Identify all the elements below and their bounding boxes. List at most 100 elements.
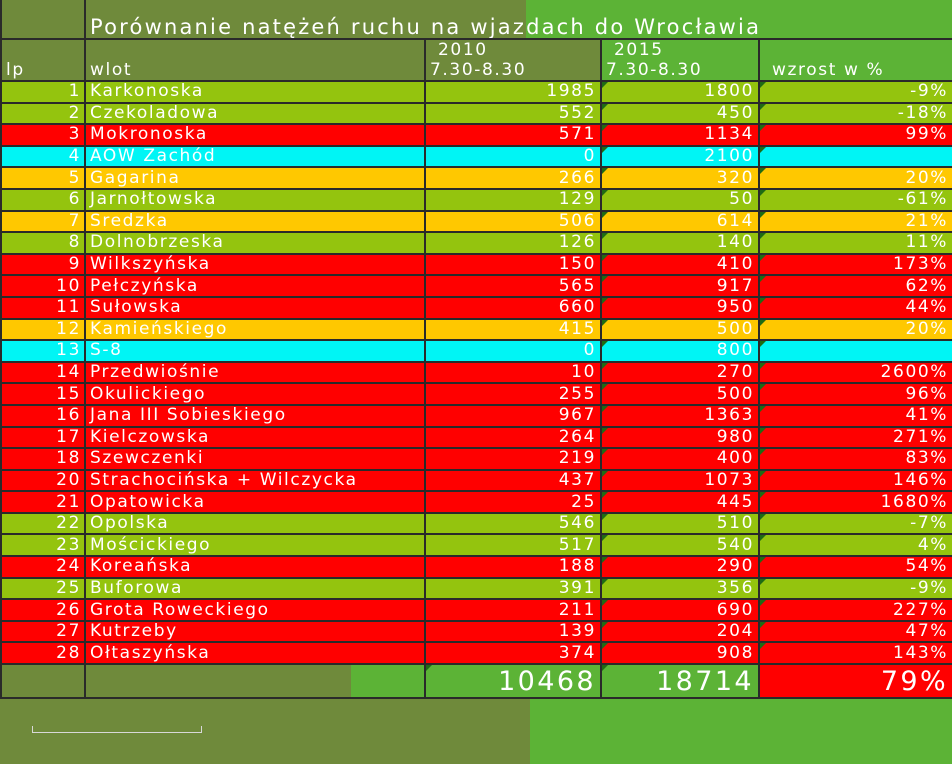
- row-lp[interactable]: 6: [0, 187, 86, 212]
- row-2015[interactable]: 950: [600, 295, 760, 320]
- row-2010[interactable]: 126: [424, 231, 602, 255]
- row-wlot[interactable]: Opatowicka: [84, 490, 426, 514]
- row-2015[interactable]: 2100: [600, 144, 760, 169]
- row-2010[interactable]: 374: [424, 641, 602, 666]
- row-2015[interactable]: 540: [600, 533, 760, 558]
- row-growth[interactable]: 96%: [757, 382, 952, 406]
- row-lp[interactable]: 22: [0, 511, 86, 536]
- row-growth[interactable]: 173%: [757, 252, 952, 277]
- row-growth[interactable]: 146%: [757, 468, 952, 493]
- row-lp[interactable]: 26: [0, 598, 86, 622]
- row-growth[interactable]: 54%: [757, 555, 952, 579]
- row-2015[interactable]: 510: [600, 511, 760, 536]
- row-2015[interactable]: 614: [600, 209, 760, 234]
- row-growth[interactable]: 41%: [757, 403, 952, 428]
- row-wlot[interactable]: AOW Zachód: [84, 144, 426, 169]
- row-growth[interactable]: -9%: [757, 80, 952, 104]
- row-lp[interactable]: 14: [0, 360, 86, 385]
- row-wlot[interactable]: Gagarina: [84, 166, 426, 190]
- row-wlot[interactable]: Dolnobrzeska: [84, 231, 426, 255]
- row-2015[interactable]: 270: [600, 360, 760, 385]
- row-growth[interactable]: 83%: [757, 447, 952, 471]
- row-lp[interactable]: 20: [0, 468, 86, 493]
- row-2010[interactable]: 150: [424, 252, 602, 277]
- row-growth[interactable]: 47%: [757, 619, 952, 644]
- row-lp[interactable]: 9: [0, 252, 86, 277]
- row-2010[interactable]: 266: [424, 166, 602, 190]
- row-2010[interactable]: 660: [424, 295, 602, 320]
- row-lp[interactable]: 27: [0, 619, 86, 644]
- row-wlot[interactable]: Jana III Sobieskiego: [84, 403, 426, 428]
- row-2010[interactable]: 437: [424, 468, 602, 493]
- row-2010[interactable]: 264: [424, 425, 602, 450]
- total-growth[interactable]: 79%: [757, 663, 952, 700]
- row-lp[interactable]: 11: [0, 295, 86, 320]
- row-2015[interactable]: 500: [600, 382, 760, 406]
- totals-blank-wlot[interactable]: [84, 663, 426, 700]
- row-wlot[interactable]: S-8: [84, 339, 426, 363]
- row-wlot[interactable]: Pełczyńska: [84, 274, 426, 298]
- row-wlot[interactable]: Ołtaszyńska: [84, 641, 426, 666]
- row-2015[interactable]: 356: [600, 576, 760, 601]
- header-2010[interactable]: 2010 7.30-8.30: [424, 38, 602, 82]
- row-growth[interactable]: 2600%: [757, 360, 952, 385]
- row-growth[interactable]: 20%: [757, 166, 952, 190]
- row-2015[interactable]: 140: [600, 231, 760, 255]
- row-growth[interactable]: [757, 144, 952, 169]
- row-2015[interactable]: 204: [600, 619, 760, 644]
- row-wlot[interactable]: Okulickiego: [84, 382, 426, 406]
- corner-cell[interactable]: [0, 0, 86, 40]
- row-growth[interactable]: 11%: [757, 231, 952, 255]
- row-growth[interactable]: 99%: [757, 123, 952, 147]
- row-wlot[interactable]: Mokronoska: [84, 123, 426, 147]
- row-2010[interactable]: 10: [424, 360, 602, 385]
- row-wlot[interactable]: Kutrzeby: [84, 619, 426, 644]
- row-growth[interactable]: 20%: [757, 317, 952, 342]
- row-2015[interactable]: 450: [600, 101, 760, 126]
- row-wlot[interactable]: Grota Roweckiego: [84, 598, 426, 622]
- row-lp[interactable]: 7: [0, 209, 86, 234]
- row-wlot[interactable]: Mościckiego: [84, 533, 426, 558]
- row-wlot[interactable]: Szewczenki: [84, 447, 426, 471]
- row-2010[interactable]: 391: [424, 576, 602, 601]
- row-lp[interactable]: 13: [0, 339, 86, 363]
- row-wlot[interactable]: Jarnołtowska: [84, 187, 426, 212]
- row-growth[interactable]: 44%: [757, 295, 952, 320]
- row-2015[interactable]: 690: [600, 598, 760, 622]
- row-2010[interactable]: 552: [424, 101, 602, 126]
- row-wlot[interactable]: Buforowa: [84, 576, 426, 601]
- row-growth[interactable]: 21%: [757, 209, 952, 234]
- row-2010[interactable]: 571: [424, 123, 602, 147]
- row-2010[interactable]: 188: [424, 555, 602, 579]
- row-2015[interactable]: 800: [600, 339, 760, 363]
- row-growth[interactable]: [757, 339, 952, 363]
- row-2010[interactable]: 546: [424, 511, 602, 536]
- row-2010[interactable]: 139: [424, 619, 602, 644]
- header-wlot[interactable]: wlot: [84, 38, 426, 82]
- row-wlot[interactable]: Wilkszyńska: [84, 252, 426, 277]
- row-2015[interactable]: 290: [600, 555, 760, 579]
- row-lp[interactable]: 16: [0, 403, 86, 428]
- row-2015[interactable]: 980: [600, 425, 760, 450]
- row-2015[interactable]: 50: [600, 187, 760, 212]
- row-2010[interactable]: 506: [424, 209, 602, 234]
- row-2015[interactable]: 917: [600, 274, 760, 298]
- row-wlot[interactable]: Karkonoska: [84, 80, 426, 104]
- row-growth[interactable]: 1680%: [757, 490, 952, 514]
- row-wlot[interactable]: Kamieńskiego: [84, 317, 426, 342]
- row-2010[interactable]: 415: [424, 317, 602, 342]
- header-lp[interactable]: lp: [0, 38, 86, 82]
- row-lp[interactable]: 25: [0, 576, 86, 601]
- row-2010[interactable]: 219: [424, 447, 602, 471]
- row-2010[interactable]: 0: [424, 339, 602, 363]
- row-wlot[interactable]: Opolska: [84, 511, 426, 536]
- row-lp[interactable]: 15: [0, 382, 86, 406]
- row-growth[interactable]: -9%: [757, 576, 952, 601]
- row-growth[interactable]: -7%: [757, 511, 952, 536]
- row-2015[interactable]: 320: [600, 166, 760, 190]
- row-wlot[interactable]: Strachocińska + Wilczycka: [84, 468, 426, 493]
- row-growth[interactable]: 62%: [757, 274, 952, 298]
- row-2010[interactable]: 255: [424, 382, 602, 406]
- row-2010[interactable]: 517: [424, 533, 602, 558]
- row-2015[interactable]: 410: [600, 252, 760, 277]
